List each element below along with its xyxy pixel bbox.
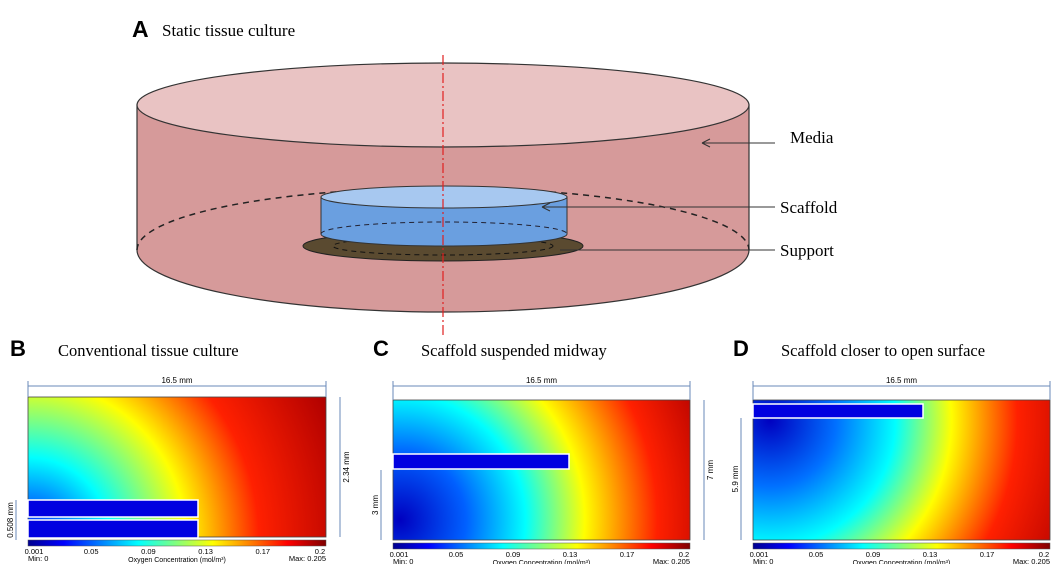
scaffold <box>753 404 923 418</box>
dimension-label: 0.508 mm <box>6 502 15 538</box>
panel-letter: B <box>10 336 26 361</box>
dimension-label: 16.5 mm <box>526 376 557 385</box>
colorbar-tick-label: 0.17 <box>255 547 270 556</box>
dimension-label: 16.5 mm <box>886 376 917 385</box>
heatmap <box>753 400 1050 540</box>
panel-letter: C <box>373 336 389 361</box>
label: Support <box>780 241 834 260</box>
figure: A Static tissue culture Media Scaffold S… <box>0 0 1063 564</box>
colorbar-tick-label: 0.09 <box>141 547 156 556</box>
dimension-label: 16.5 mm <box>161 376 192 385</box>
colorbar-max: Max: 0.205 <box>653 557 690 564</box>
colorbar-min: Min: 0 <box>393 557 413 564</box>
colorbar-title: Oxygen Concentration (mol/m³) <box>853 560 951 564</box>
panel-title: Scaffold suspended midway <box>421 341 607 360</box>
colorbar-tick-label: 0.09 <box>866 550 881 559</box>
colorbar-title: Oxygen Concentration (mol/m³) <box>128 557 226 564</box>
dimension-label: 5.9 mm <box>731 465 740 492</box>
colorbar-title: Oxygen Concentration (mol/m³) <box>493 560 591 564</box>
dimension-label: 2.34 mm <box>342 451 351 482</box>
colorbar <box>393 543 690 549</box>
colorbar-tick-label: 0.05 <box>84 547 99 556</box>
culture-dish <box>137 55 775 335</box>
scaffold <box>393 454 569 469</box>
panel-letter: D <box>733 336 749 361</box>
heatmap <box>393 400 690 540</box>
colorbar-tick-label: 0.17 <box>620 550 635 559</box>
dimension-label: 7 mm <box>706 460 715 480</box>
panel-title: Scaffold closer to open surface <box>781 341 985 360</box>
dimension-label: 3 mm <box>371 495 380 515</box>
colorbar-tick-label: 0.17 <box>980 550 995 559</box>
label: Scaffold <box>780 198 838 217</box>
colorbar-tick-label: 0.09 <box>506 550 521 559</box>
panel-letter: A <box>132 16 149 42</box>
scaffold <box>28 520 198 538</box>
colorbar-tick-label: 0.13 <box>563 550 578 559</box>
label: Media <box>790 128 834 147</box>
colorbar <box>28 540 326 546</box>
colorbar-tick-label: 0.05 <box>449 550 464 559</box>
colorbar-min: Min: 0 <box>28 554 48 563</box>
colorbar-tick-label: 0.05 <box>809 550 824 559</box>
colorbar-min: Min: 0 <box>753 557 773 564</box>
colorbar-max: Max: 0.205 <box>289 554 326 563</box>
colorbar-tick-label: 0.13 <box>198 547 213 556</box>
panel-title: Conventional tissue culture <box>58 341 239 360</box>
scaffold <box>28 500 198 517</box>
panel-title: Static tissue culture <box>162 21 295 40</box>
colorbar-tick-label: 0.13 <box>923 550 938 559</box>
colorbar-max: Max: 0.205 <box>1013 557 1050 564</box>
colorbar <box>753 543 1050 549</box>
